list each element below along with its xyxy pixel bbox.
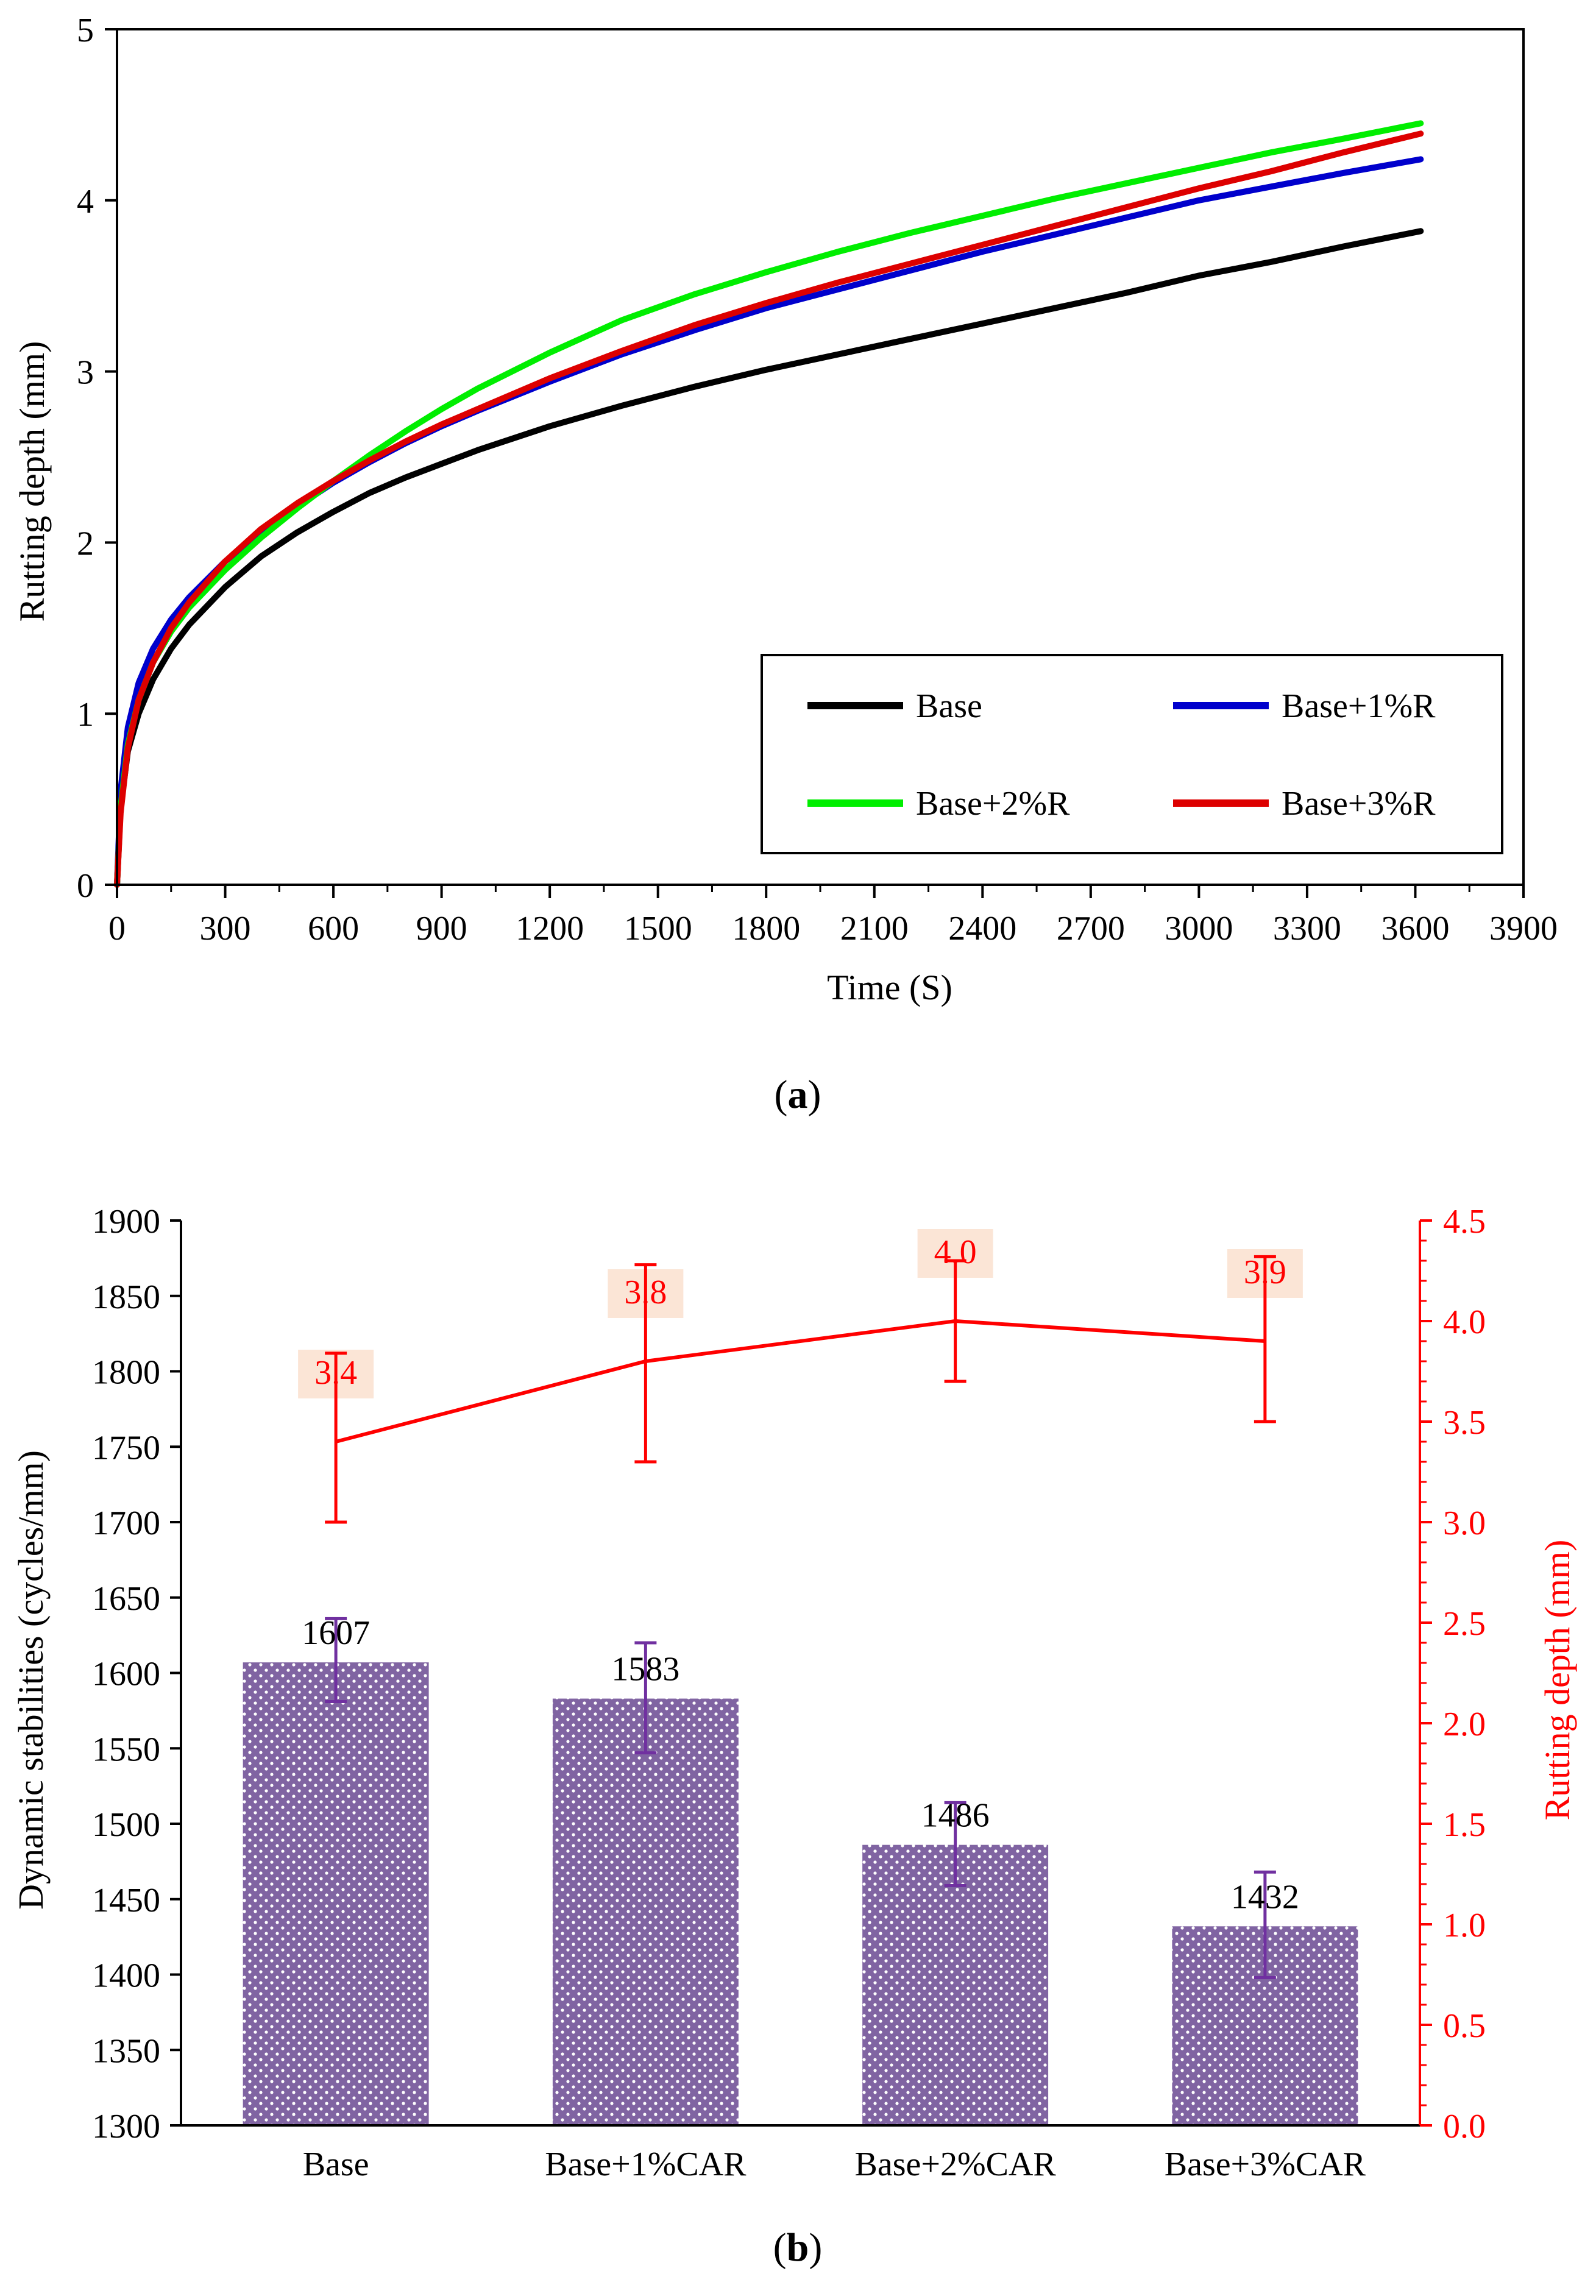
- chart-a-legend-box: [761, 654, 1503, 854]
- legend-label-base-3r: Base+3%R: [1282, 785, 1436, 823]
- chart-b-bar-value-label: 1432: [1231, 1878, 1299, 1916]
- chart-b-right-tick-label: 3.0: [1443, 1504, 1486, 1542]
- chart-b-bar: [862, 1844, 1049, 2125]
- legend-label-base-1r: Base+1%R: [1282, 687, 1436, 725]
- chart-a-x-tick-label: 1800: [732, 910, 800, 948]
- chart-a-x-tick-label: 2700: [1057, 910, 1125, 948]
- chart-b-left-tick-label: 1500: [92, 1806, 160, 1844]
- caption-b-open: (: [773, 2225, 787, 2270]
- chart-b-category-label: Base+2%CAR: [855, 2145, 1057, 2183]
- chart-b-right-tick-label: 4.5: [1443, 1203, 1486, 1241]
- chart-b-bar-value-label: 1486: [921, 1797, 990, 1835]
- chart-b-right-tick-label: 1.5: [1443, 1806, 1486, 1844]
- legend-label-base-2r: Base+2%R: [916, 785, 1070, 823]
- chart-b-right-tick-label: 4.0: [1443, 1303, 1486, 1341]
- chart-a-y-tick-label: 3: [77, 354, 94, 392]
- chart-b-left-tick-label: 1300: [92, 2108, 160, 2145]
- chart-a-x-tick-label: 3600: [1381, 910, 1449, 948]
- chart-a-x-tick-label: 3900: [1489, 910, 1558, 948]
- chart-a-x-tick-label: 2100: [840, 910, 909, 948]
- chart-b-rutting-line: [335, 1319, 1266, 1444]
- chart-a-x-tick-label: 1500: [624, 910, 692, 948]
- caption-b: (b): [773, 2225, 823, 2270]
- chart-a-x-tick-label: 900: [416, 910, 467, 948]
- chart-b-right-tick-label: 2.0: [1443, 1706, 1486, 1743]
- caption-a: (a): [775, 1072, 821, 1117]
- caption-b-close: ): [809, 2225, 822, 2270]
- chart-b-left-axis-title: Dynamic stabilities (cycles/mm): [11, 1450, 51, 1910]
- chart-b-category-label: Base+3%CAR: [1165, 2145, 1366, 2183]
- chart-b-bar: [243, 1662, 429, 2125]
- chart-a-y-tick-label: 2: [77, 525, 94, 562]
- chart-a-x-tick-label: 300: [200, 910, 251, 948]
- chart-b-left-tick-label: 1550: [92, 1731, 160, 1768]
- chart-a-series-line: [114, 130, 1424, 888]
- chart-b-dynamic-stability: 3.43.84.03.9 130013501400145015001550160…: [11, 1203, 1577, 2270]
- chart-b-bar-value-label: 1607: [302, 1614, 370, 1652]
- chart-b-right-tick-label: 0.0: [1443, 2108, 1486, 2145]
- chart-a-legend: Base Base+1%R Base+2%R Base+3%R: [761, 654, 1503, 854]
- chart-b-left-tick-label: 1800: [92, 1354, 160, 1392]
- chart-a-x-tick-label: 600: [308, 910, 359, 948]
- chart-a-y-tick-label: 1: [77, 696, 94, 734]
- chart-b-bar: [552, 1698, 739, 2125]
- legend-label-base: Base: [916, 687, 982, 725]
- chart-a-x-tick-label: 3300: [1273, 910, 1341, 948]
- chart-a-x-tick-label: 0: [108, 910, 126, 948]
- chart-a-y-tick-label: 5: [77, 12, 94, 49]
- chart-b-category-label: Base+1%CAR: [545, 2145, 747, 2183]
- chart-b-left-tick-label: 1700: [92, 1504, 160, 1542]
- chart-a-rutting-vs-time: 0 300 600 900 1200 1500 1800 2100 2400 2700 3000 33…: [12, 12, 1558, 1117]
- chart-b-left-tick-label: 1850: [92, 1278, 160, 1316]
- chart-a-x-tick-label: 3000: [1165, 910, 1233, 948]
- chart-a-series-line: [114, 228, 1424, 888]
- chart-b-right-tick-label: 3.5: [1443, 1404, 1486, 1442]
- chart-a-y-tick-label: 0: [77, 867, 94, 905]
- caption-b-letter: b: [787, 2225, 809, 2270]
- chart-a-x-axis-title: Time (S): [827, 968, 952, 1007]
- chart-b-right-axis-title: Rutting depth (mm): [1537, 1540, 1577, 1821]
- chart-b-right-tick-label: 0.5: [1443, 2007, 1486, 2045]
- chart-b-left-tick-label: 1400: [92, 1957, 160, 1995]
- chart-b-left-tick-label: 1650: [92, 1580, 160, 1618]
- caption-a-close: ): [808, 1072, 821, 1117]
- chart-a-y-axis-title: Rutting depth (mm): [12, 341, 52, 622]
- chart-a-x-tick-label: 2400: [948, 910, 1016, 948]
- chart-b-right-tick-label: 2.5: [1443, 1605, 1486, 1643]
- chart-a-x-tick-label: 1200: [516, 910, 584, 948]
- chart-b-category-label: Base: [303, 2145, 369, 2183]
- chart-b-left-tick-label: 1600: [92, 1656, 160, 1693]
- chart-b-left-tick-label: 1350: [92, 2032, 160, 2070]
- chart-a-y-tick-label: 4: [77, 183, 94, 221]
- caption-a-letter: a: [788, 1072, 808, 1117]
- chart-b-right-tick-label: 1.0: [1443, 1907, 1486, 1944]
- chart-b-left-tick-label: 1450: [92, 1882, 160, 1919]
- chart-b-left-tick-label: 1750: [92, 1429, 160, 1467]
- caption-a-open: (: [775, 1072, 788, 1117]
- chart-b-left-tick-label: 1900: [92, 1203, 160, 1241]
- chart-b-bar-value-label: 1583: [611, 1651, 679, 1688]
